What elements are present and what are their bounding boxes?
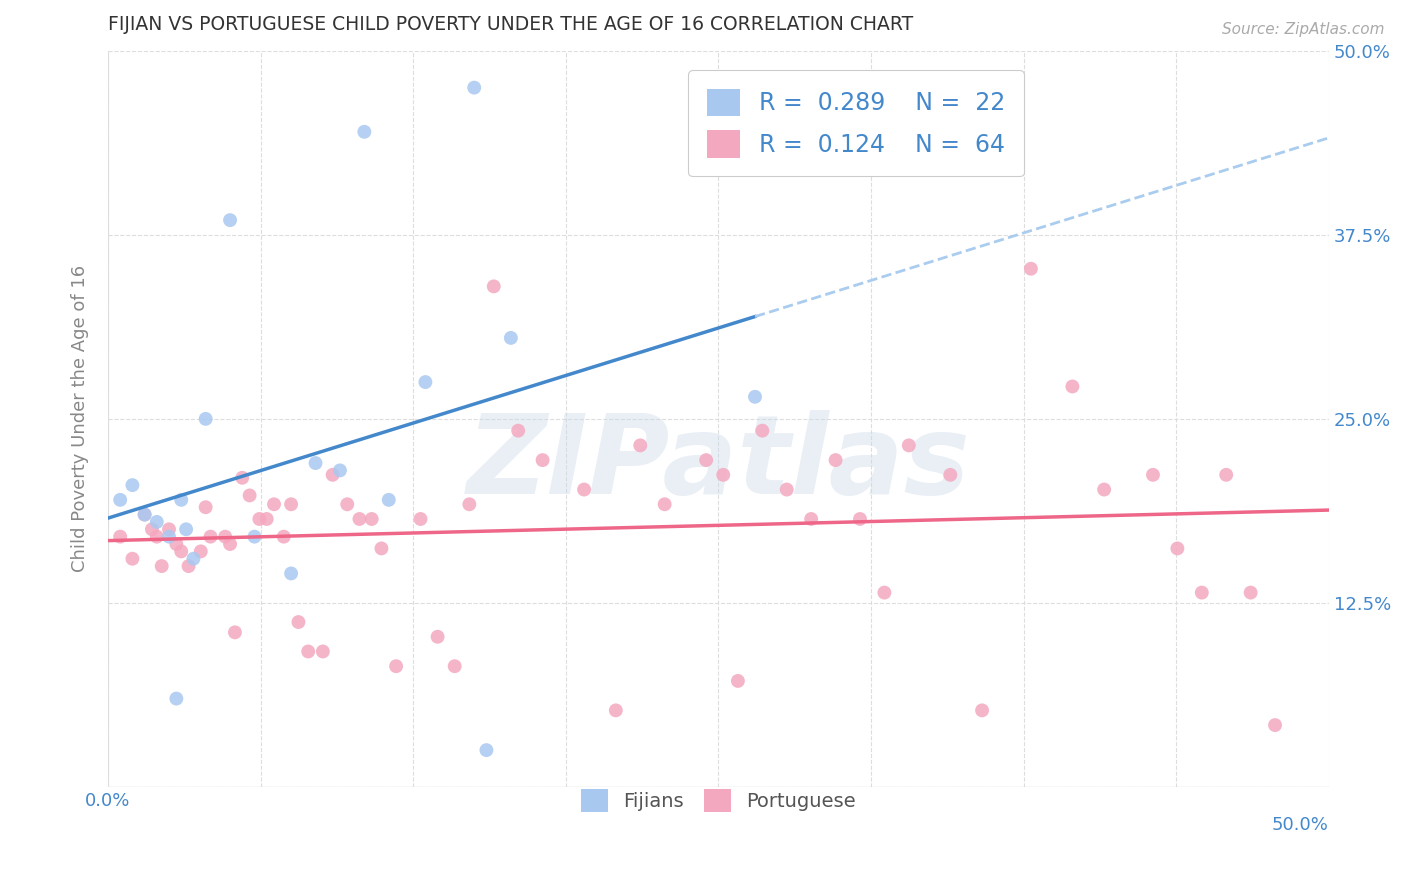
- Point: [426, 630, 449, 644]
- Point: [146, 515, 169, 529]
- Point: [409, 512, 432, 526]
- Point: [751, 424, 773, 438]
- Point: [322, 467, 344, 482]
- Point: [370, 541, 392, 556]
- Point: [121, 478, 143, 492]
- Point: [336, 497, 359, 511]
- Point: [134, 508, 156, 522]
- Point: [157, 522, 180, 536]
- Point: [194, 500, 217, 515]
- Point: [605, 703, 627, 717]
- Point: [1062, 379, 1084, 393]
- Point: [695, 453, 717, 467]
- Point: [1092, 483, 1115, 497]
- Point: [165, 691, 187, 706]
- Point: [873, 585, 896, 599]
- Point: [572, 483, 595, 497]
- Point: [239, 488, 262, 502]
- Point: [711, 467, 734, 482]
- Point: [415, 375, 437, 389]
- Point: [243, 530, 266, 544]
- Point: [1191, 585, 1213, 599]
- Point: [219, 213, 242, 227]
- Point: [174, 522, 197, 536]
- Point: [177, 559, 200, 574]
- Text: ZIPatlas: ZIPatlas: [467, 409, 970, 516]
- Point: [190, 544, 212, 558]
- Point: [776, 483, 799, 497]
- Point: [247, 512, 270, 526]
- Point: [312, 644, 335, 658]
- Point: [800, 512, 823, 526]
- Point: [463, 80, 485, 95]
- Point: [939, 467, 962, 482]
- Text: FIJIAN VS PORTUGUESE CHILD POVERTY UNDER THE AGE OF 16 CORRELATION CHART: FIJIAN VS PORTUGUESE CHILD POVERTY UNDER…: [108, 15, 914, 34]
- Point: [744, 390, 766, 404]
- Point: [170, 492, 193, 507]
- Point: [349, 512, 371, 526]
- Y-axis label: Child Poverty Under the Age of 16: Child Poverty Under the Age of 16: [72, 265, 89, 573]
- Point: [970, 703, 993, 717]
- Point: [108, 492, 131, 507]
- Point: [165, 537, 187, 551]
- Point: [287, 615, 309, 629]
- Point: [121, 551, 143, 566]
- Point: [1142, 467, 1164, 482]
- Point: [157, 530, 180, 544]
- Point: [214, 530, 236, 544]
- Point: [273, 530, 295, 544]
- Point: [280, 497, 302, 511]
- Point: [146, 530, 169, 544]
- Point: [385, 659, 408, 673]
- Point: [897, 438, 920, 452]
- Point: [508, 424, 530, 438]
- Point: [849, 512, 872, 526]
- Point: [263, 497, 285, 511]
- Point: [482, 279, 505, 293]
- Point: [499, 331, 522, 345]
- Legend: Fijians, Portuguese: Fijians, Portuguese: [571, 780, 866, 822]
- Point: [183, 551, 205, 566]
- Point: [1166, 541, 1188, 556]
- Point: [1019, 261, 1042, 276]
- Point: [224, 625, 246, 640]
- Point: [200, 530, 222, 544]
- Point: [531, 453, 554, 467]
- Point: [727, 673, 749, 688]
- Point: [329, 463, 352, 477]
- Point: [297, 644, 319, 658]
- Point: [231, 471, 253, 485]
- Point: [628, 438, 651, 452]
- Point: [1215, 467, 1237, 482]
- Point: [280, 566, 302, 581]
- Point: [475, 743, 498, 757]
- Point: [256, 512, 278, 526]
- Point: [150, 559, 173, 574]
- Point: [360, 512, 382, 526]
- Text: 50.0%: 50.0%: [1272, 816, 1329, 834]
- Point: [1239, 585, 1261, 599]
- Point: [194, 412, 217, 426]
- Point: [378, 492, 401, 507]
- Point: [443, 659, 465, 673]
- Point: [134, 508, 156, 522]
- Point: [304, 456, 326, 470]
- Point: [824, 453, 846, 467]
- Point: [353, 125, 375, 139]
- Point: [141, 522, 163, 536]
- Text: Source: ZipAtlas.com: Source: ZipAtlas.com: [1222, 22, 1385, 37]
- Point: [654, 497, 676, 511]
- Point: [458, 497, 481, 511]
- Point: [170, 544, 193, 558]
- Point: [1264, 718, 1286, 732]
- Point: [108, 530, 131, 544]
- Point: [219, 537, 242, 551]
